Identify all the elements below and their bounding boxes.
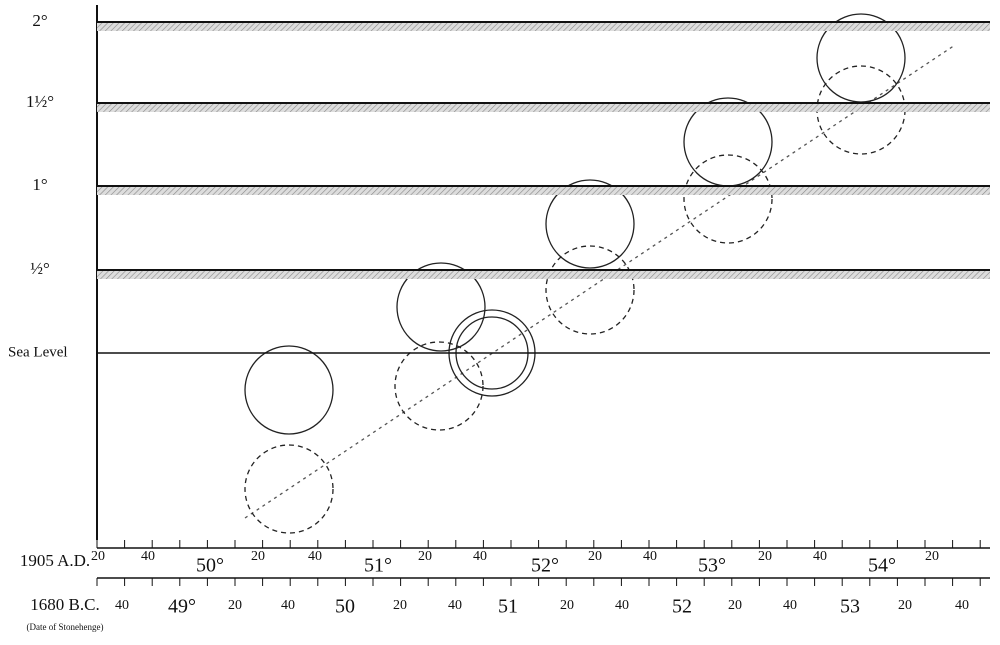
- scale-tick-label: 40: [141, 549, 155, 564]
- scale-tick-label: 40: [308, 549, 322, 564]
- scale-label: 1680 B.C.: [30, 595, 99, 614]
- scale-tick-label: 50: [335, 596, 355, 618]
- scale-tick-label: 53: [840, 596, 860, 618]
- scale-tick-label: 40: [281, 598, 295, 613]
- scale-tick-label: 49°: [168, 596, 196, 618]
- level-label: 1½°: [26, 92, 54, 111]
- scale-tick-label: 52°: [531, 555, 559, 577]
- scale-tick-label: 40: [813, 549, 827, 564]
- scale-tick-label: 20: [393, 598, 407, 613]
- hatch-band: [97, 23, 990, 31]
- scale-tick-label: 20: [728, 598, 742, 613]
- scale-tick-label: 40: [955, 598, 969, 613]
- level-label: ½°: [30, 259, 50, 278]
- scale-tick-label: 40: [643, 549, 657, 564]
- scale-tick-label: 20: [588, 549, 602, 564]
- hatch-band: [97, 104, 990, 112]
- scale-tick-label: 20: [91, 549, 105, 564]
- scale-tick-label: 53°: [698, 555, 726, 577]
- hatch-band: [97, 271, 990, 279]
- level-label: 2°: [32, 11, 47, 30]
- scale-tick-label: 52: [672, 596, 692, 618]
- scale-tick-label: 20: [925, 549, 939, 564]
- scale-label: 1905 A.D.: [20, 551, 90, 570]
- trend-line: [244, 44, 956, 519]
- scale-tick-label: 40: [615, 598, 629, 613]
- scale-tick-label: 20: [898, 598, 912, 613]
- scale-tick-label: 40: [115, 598, 129, 613]
- level-label: 1°: [32, 175, 47, 194]
- scale-note: (Date of Stonehenge): [27, 622, 104, 632]
- scale-tick-label: 20: [251, 549, 265, 564]
- scale-tick-label: 20: [758, 549, 772, 564]
- hatch-band: [97, 187, 990, 195]
- level-label: Sea Level: [8, 344, 68, 360]
- scale-tick-label: 50°: [196, 555, 224, 577]
- scale-tick-label: 40: [448, 598, 462, 613]
- scale-tick-label: 51: [498, 596, 518, 618]
- scale-tick-label: 20: [418, 549, 432, 564]
- scale-tick-label: 54°: [868, 555, 896, 577]
- scale-tick-label: 40: [473, 549, 487, 564]
- scale-tick-label: 51°: [364, 555, 392, 577]
- scale-tick-label: 20: [228, 598, 242, 613]
- scale-tick-label: 20: [560, 598, 574, 613]
- scale-tick-label: 40: [783, 598, 797, 613]
